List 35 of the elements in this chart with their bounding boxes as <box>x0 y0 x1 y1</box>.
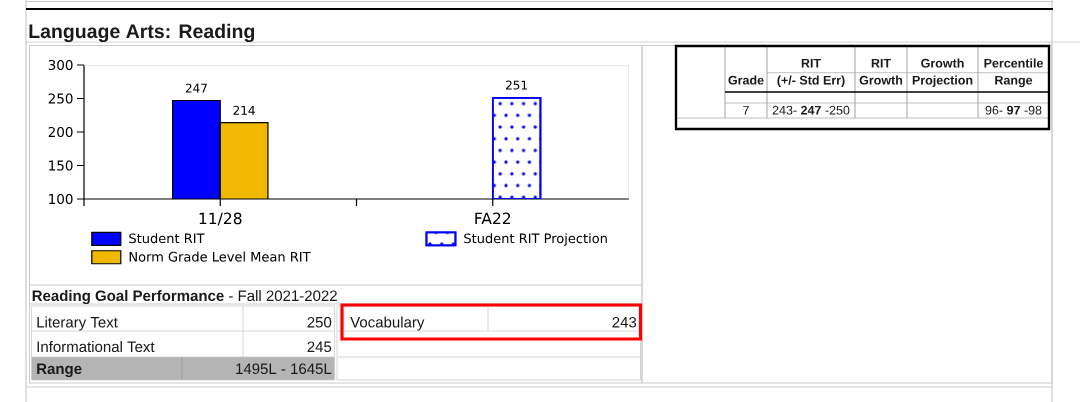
text: 7 <box>743 105 749 115</box>
text: 243 <box>612 316 637 328</box>
text: Informational Text <box>37 341 155 353</box>
text: Percentile <box>984 58 1043 68</box>
data-label: 214 <box>233 105 255 115</box>
text: Range <box>37 363 82 378</box>
y-tick-label: 300 <box>48 59 73 71</box>
text: Literary Text <box>37 316 118 331</box>
legend-label: Student RIT Projection <box>464 233 607 246</box>
text: Range <box>995 75 1033 88</box>
text: Growth <box>921 58 964 68</box>
text: Projection <box>912 75 973 88</box>
text: 243- 247 -250 <box>772 105 850 115</box>
y-tick-label: 150 <box>49 160 73 171</box>
data-label: 251 <box>506 80 527 90</box>
chart-title: Language Arts: Reading <box>29 23 255 43</box>
text: 1495L - 1645L <box>236 363 332 375</box>
text: Growth <box>859 75 903 85</box>
text: 250 <box>307 316 332 328</box>
text: RIT <box>871 58 891 68</box>
text: 245 <box>307 341 332 353</box>
y-tick-label: 100 <box>49 193 73 205</box>
y-tick-label: 200 <box>48 126 73 138</box>
x-tick-label: 11/28 <box>199 212 242 226</box>
text: Grade <box>728 75 764 85</box>
legend-label: Student RIT <box>129 233 205 244</box>
text: RIT <box>801 58 821 68</box>
text: Reading Goal Performance - Fall 2021-2022 <box>32 290 337 305</box>
text: (+/- Std Err) <box>777 75 845 88</box>
legend-label: Norm Grade Level Mean RIT <box>129 251 311 262</box>
text: 96- 97 -98 <box>985 105 1042 115</box>
data-label: 247 <box>185 83 207 93</box>
x-tick-label: FA22 <box>475 212 511 225</box>
text: Vocabulary <box>350 316 425 331</box>
y-tick-label: 250 <box>48 93 73 104</box>
